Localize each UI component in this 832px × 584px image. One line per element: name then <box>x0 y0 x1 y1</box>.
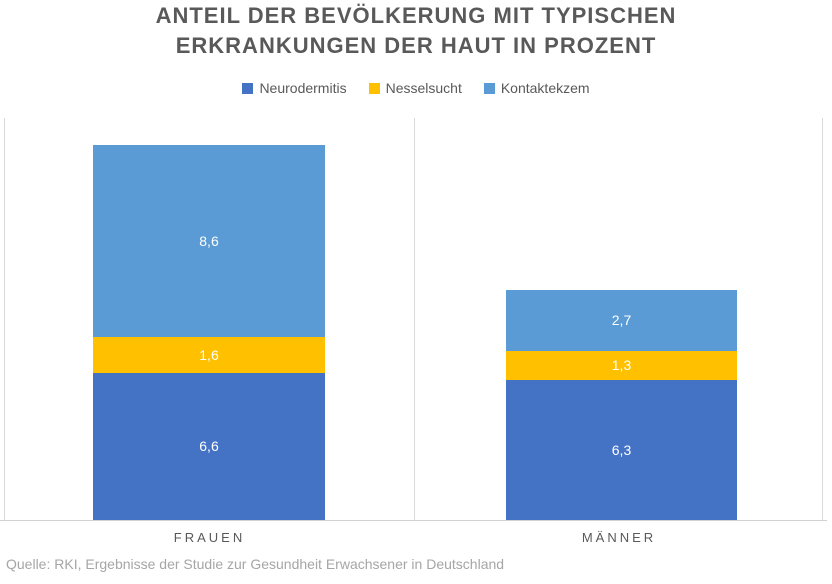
bar-segment-neurodermitis: 6,3 <box>506 379 737 520</box>
chart-legend: Neurodermitis Nesselsucht Kontaktekzem <box>0 80 832 96</box>
chart-title: ANTEIL DER BEVÖLKERUNG MIT TYPISCHEN ERK… <box>0 1 832 61</box>
value-label: 1,3 <box>611 357 632 373</box>
category-divider-line <box>414 118 415 520</box>
legend-swatch-neurodermitis-icon <box>242 82 254 94</box>
legend-label-nesselsucht: Nesselsucht <box>385 80 462 96</box>
value-label: 2,7 <box>611 312 632 329</box>
category-label-maenner: MÄNNER <box>581 530 657 545</box>
category-label-frauen: FRAUEN <box>173 530 246 545</box>
stacked-bar-maenner: 6,3 1,3 2,7 <box>506 290 737 520</box>
value-label: 6,3 <box>611 441 632 458</box>
legend-item-nesselsucht: Nesselsucht <box>368 80 462 96</box>
bar-segment-kontaktekzem: 2,7 <box>506 290 737 351</box>
value-label: 6,6 <box>199 438 219 455</box>
legend-item-neurodermitis: Neurodermitis <box>242 80 347 96</box>
bar-segment-kontaktekzem: 8,6 <box>93 145 325 338</box>
legend-swatch-kontaktekzem-icon <box>483 82 495 94</box>
value-label: 8,6 <box>199 233 219 250</box>
value-label: 1,6 <box>199 346 219 363</box>
legend-item-kontaktekzem: Kontaktekzem <box>483 80 590 96</box>
chart-title-text: ANTEIL DER BEVÖLKERUNG MIT TYPISCHEN ERK… <box>155 3 677 58</box>
bar-segment-neurodermitis: 6,6 <box>93 372 325 520</box>
source-note: Quelle: RKI, Ergebnisse der Studie zur G… <box>6 556 505 572</box>
axis-line-right <box>822 118 823 520</box>
bar-segment-nesselsucht: 1,6 <box>93 337 325 373</box>
x-axis-line <box>0 520 827 521</box>
axis-line-left <box>4 118 5 520</box>
stacked-bar-frauen: 6,6 1,6 8,6 <box>93 145 325 520</box>
bar-segment-nesselsucht: 1,3 <box>506 350 737 380</box>
legend-label-neurodermitis: Neurodermitis <box>259 80 347 96</box>
legend-swatch-nesselsucht-icon <box>368 82 380 94</box>
legend-label-kontaktekzem: Kontaktekzem <box>500 80 590 96</box>
plot-area: 6,6 1,6 8,6 6,3 1,3 2,7 <box>0 118 832 521</box>
